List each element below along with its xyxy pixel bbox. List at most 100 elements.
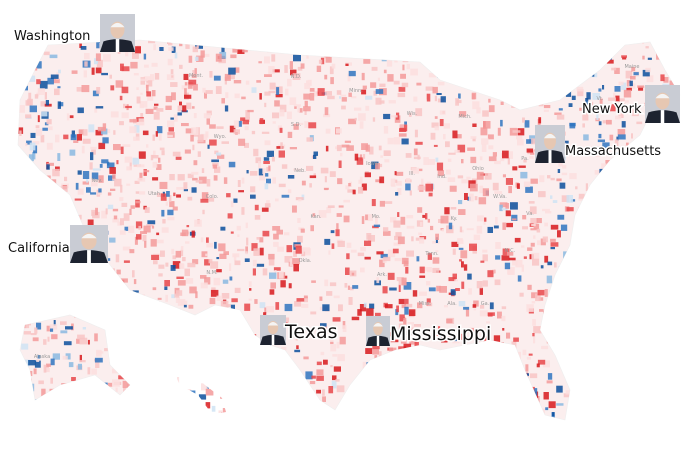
- precinct: [617, 134, 626, 140]
- precinct: [206, 362, 215, 366]
- precinct: [241, 207, 245, 215]
- precinct: [523, 72, 529, 78]
- precinct: [509, 364, 513, 372]
- precinct: [681, 229, 685, 232]
- precinct: [337, 354, 345, 362]
- precinct: [97, 126, 106, 132]
- precinct: [492, 182, 499, 191]
- precinct: [172, 151, 181, 157]
- precinct: [439, 286, 447, 293]
- precinct: [532, 258, 540, 266]
- precinct: [526, 139, 534, 144]
- precinct: [79, 360, 86, 363]
- precinct: [166, 394, 172, 402]
- precinct: [422, 347, 426, 355]
- precinct: [350, 286, 354, 291]
- precinct: [336, 341, 340, 349]
- precinct: [59, 102, 64, 107]
- precinct: [680, 57, 686, 65]
- precinct: [591, 250, 595, 256]
- precinct: [298, 108, 303, 113]
- precinct: [398, 86, 406, 92]
- precinct: [599, 194, 605, 199]
- precinct: [603, 257, 609, 266]
- precinct: [572, 345, 580, 353]
- precinct: [295, 122, 304, 125]
- precinct: [481, 144, 487, 152]
- precinct: [192, 259, 199, 265]
- precinct: [653, 232, 657, 240]
- precinct: [393, 137, 401, 145]
- precinct: [255, 157, 261, 164]
- precinct: [222, 279, 229, 284]
- precinct: [467, 147, 475, 151]
- precinct: [626, 87, 632, 91]
- precinct: [525, 186, 533, 193]
- precinct: [434, 126, 439, 131]
- precinct: [535, 293, 541, 302]
- precinct: [542, 360, 550, 368]
- precinct: [629, 255, 632, 262]
- precinct: [681, 242, 686, 247]
- precinct: [633, 248, 641, 253]
- precinct: [279, 104, 287, 113]
- precinct: [645, 133, 654, 137]
- precinct: [269, 82, 276, 90]
- precinct: [368, 40, 376, 44]
- precinct: [379, 176, 385, 184]
- precinct: [189, 286, 197, 294]
- precinct: [367, 235, 375, 242]
- precinct: [154, 73, 160, 80]
- precinct: [61, 185, 68, 192]
- precinct: [293, 54, 301, 62]
- precinct: [287, 189, 292, 194]
- precinct: [569, 262, 575, 268]
- precinct: [125, 50, 129, 57]
- precinct: [311, 280, 316, 283]
- precinct: [387, 365, 391, 372]
- precinct: [566, 195, 573, 203]
- precinct: [449, 185, 457, 192]
- precinct: [148, 40, 156, 44]
- precinct: [293, 123, 299, 130]
- precinct: [47, 77, 54, 85]
- precinct: [156, 239, 164, 244]
- precinct: [325, 145, 329, 152]
- precinct: [511, 214, 518, 221]
- portrait-hair: [81, 233, 97, 239]
- precinct: [550, 177, 555, 181]
- precinct: [264, 203, 271, 208]
- precinct: [216, 269, 222, 273]
- precinct: [129, 126, 137, 134]
- precinct: [143, 53, 147, 60]
- precinct: [107, 204, 114, 210]
- precinct: [556, 385, 563, 393]
- precinct: [181, 85, 190, 90]
- precinct: [261, 383, 264, 390]
- precinct: [113, 320, 116, 327]
- precinct: [196, 55, 204, 62]
- precinct: [167, 120, 175, 127]
- precinct: [492, 152, 497, 157]
- precinct: [404, 370, 411, 376]
- precinct: [42, 127, 48, 131]
- precinct: [43, 51, 50, 56]
- precinct: [468, 356, 472, 365]
- precinct: [406, 63, 410, 70]
- precinct: [616, 354, 622, 360]
- precinct: [511, 105, 517, 108]
- precinct: [526, 148, 534, 153]
- precinct: [524, 94, 531, 99]
- precinct: [34, 187, 43, 191]
- precinct: [115, 80, 124, 88]
- precinct: [150, 324, 157, 332]
- precinct: [614, 139, 619, 148]
- precinct: [633, 234, 636, 237]
- precinct: [500, 119, 503, 127]
- precinct: [367, 388, 372, 395]
- precinct: [431, 365, 439, 371]
- precinct: [245, 110, 250, 118]
- precinct: [142, 130, 149, 136]
- precinct: [483, 375, 490, 378]
- precinct: [94, 58, 98, 65]
